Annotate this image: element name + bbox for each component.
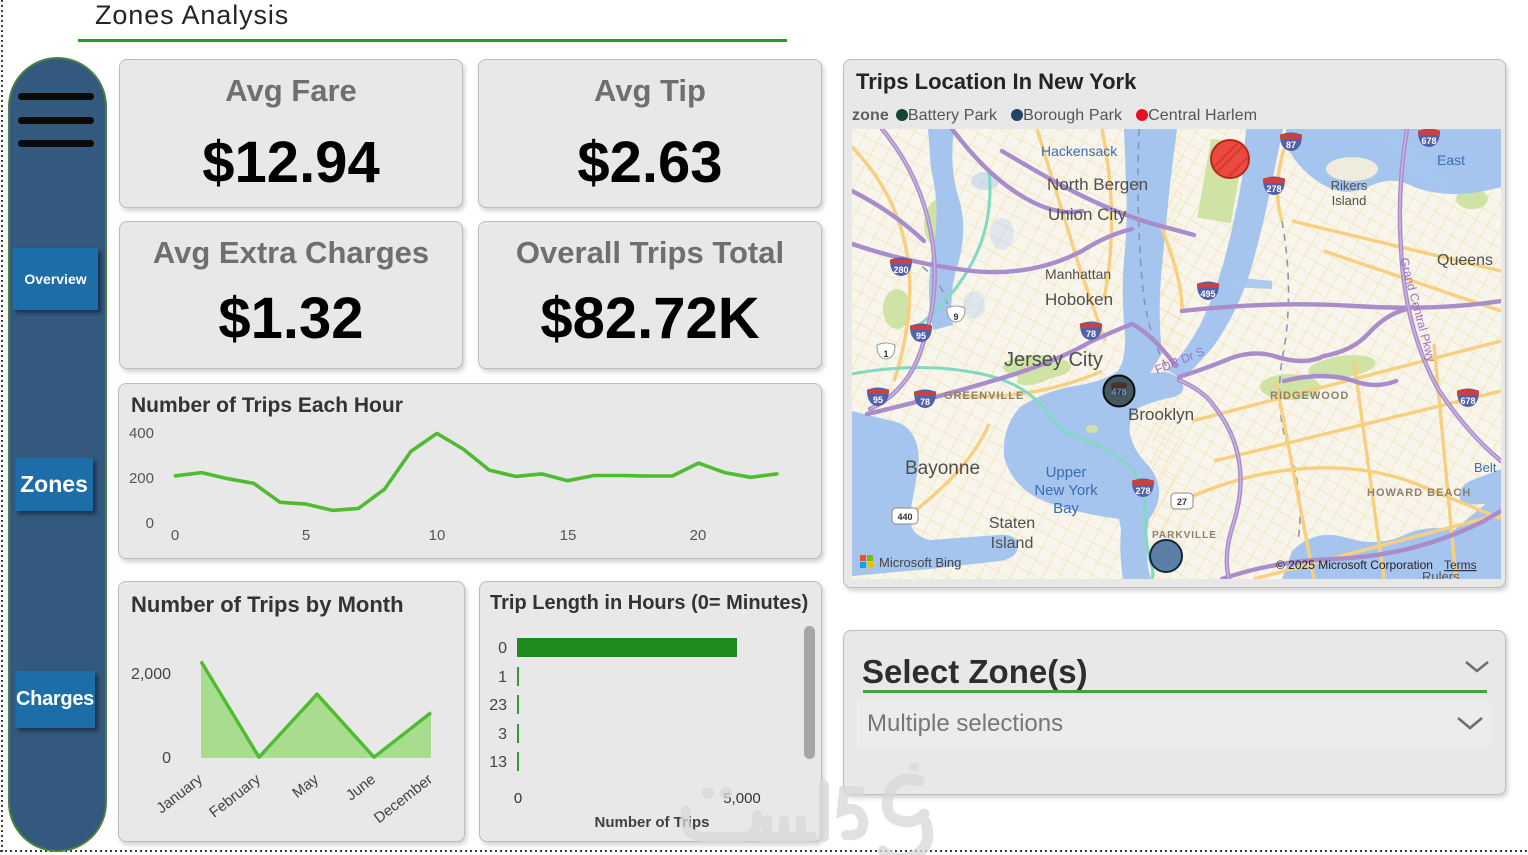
svg-text:0: 0 xyxy=(498,640,507,657)
svg-text:3: 3 xyxy=(498,726,507,743)
svg-text:5,000: 5,000 xyxy=(723,790,761,807)
svg-text:Staten: Staten xyxy=(989,515,1035,532)
svg-text:0: 0 xyxy=(146,515,154,532)
svg-text:East: East xyxy=(1437,152,1465,168)
svg-text:Terms: Terms xyxy=(1444,558,1477,572)
svg-text:PARKVILLE: PARKVILLE xyxy=(1152,530,1217,541)
svg-text:Island: Island xyxy=(991,535,1034,552)
svg-text:95: 95 xyxy=(873,395,883,405)
svg-text:78: 78 xyxy=(920,397,930,407)
svg-text:June: June xyxy=(343,771,379,804)
svg-text:GREENVILLE: GREENVILLE xyxy=(944,390,1024,402)
svg-text:678: 678 xyxy=(1460,396,1475,406)
svg-text:478: 478 xyxy=(1111,387,1126,397)
svg-text:Belt: Belt xyxy=(1474,460,1497,475)
svg-text:15: 15 xyxy=(560,527,577,544)
svg-text:95: 95 xyxy=(916,331,926,341)
svg-text:RIDGEWOOD: RIDGEWOOD xyxy=(1270,390,1349,402)
svg-text:February: February xyxy=(206,771,264,822)
svg-text:Microsoft Bing: Microsoft Bing xyxy=(879,555,961,570)
svg-text:23: 23 xyxy=(489,697,507,714)
svg-text:Upper: Upper xyxy=(1046,464,1087,481)
svg-text:December: December xyxy=(371,771,436,827)
svg-text:280: 280 xyxy=(893,265,908,275)
svg-text:© 2025 Microsoft Corporation: © 2025 Microsoft Corporation xyxy=(1276,558,1433,572)
svg-text:278: 278 xyxy=(1266,184,1281,194)
svg-text:20: 20 xyxy=(690,527,707,544)
svg-text:1: 1 xyxy=(498,669,507,686)
svg-text:9: 9 xyxy=(953,312,958,322)
svg-text:Hoboken: Hoboken xyxy=(1045,290,1113,309)
svg-text:495: 495 xyxy=(1200,289,1215,299)
svg-text:Bayonne: Bayonne xyxy=(905,458,980,479)
svg-text:North Bergen: North Bergen xyxy=(1047,175,1148,194)
svg-text:78: 78 xyxy=(1086,329,1096,339)
svg-text:January: January xyxy=(153,771,206,818)
svg-text:0: 0 xyxy=(171,527,179,544)
svg-text:0: 0 xyxy=(162,750,171,767)
svg-text:Rikers: Rikers xyxy=(1331,178,1368,193)
svg-text:87: 87 xyxy=(1286,140,1296,150)
svg-text:Union City: Union City xyxy=(1048,205,1127,224)
svg-text:Island: Island xyxy=(1332,193,1367,208)
svg-text:Manhattan: Manhattan xyxy=(1045,266,1111,282)
svg-text:Brooklyn: Brooklyn xyxy=(1128,405,1194,424)
svg-text:27: 27 xyxy=(1177,497,1187,507)
svg-text:Bay: Bay xyxy=(1053,500,1079,517)
svg-text:678: 678 xyxy=(1421,136,1436,146)
svg-text:5: 5 xyxy=(302,527,310,544)
svg-text:1: 1 xyxy=(883,349,888,359)
svg-text:Jersey City: Jersey City xyxy=(1004,349,1103,371)
svg-text:10: 10 xyxy=(429,527,446,544)
svg-text:13: 13 xyxy=(489,754,507,771)
svg-text:440: 440 xyxy=(897,512,912,522)
svg-text:May: May xyxy=(289,771,322,802)
svg-text:Hackensack: Hackensack xyxy=(1041,143,1118,159)
svg-text:Queens: Queens xyxy=(1437,252,1493,269)
svg-text:2,000: 2,000 xyxy=(131,666,171,683)
svg-text:200: 200 xyxy=(129,470,154,487)
svg-text:New York: New York xyxy=(1034,482,1098,499)
svg-text:HOWARD BEACH: HOWARD BEACH xyxy=(1367,487,1471,499)
svg-text:Rulers: Rulers xyxy=(1422,569,1460,579)
svg-text:400: 400 xyxy=(129,425,154,442)
svg-text:278: 278 xyxy=(1135,486,1150,496)
svg-text:0: 0 xyxy=(514,790,522,807)
